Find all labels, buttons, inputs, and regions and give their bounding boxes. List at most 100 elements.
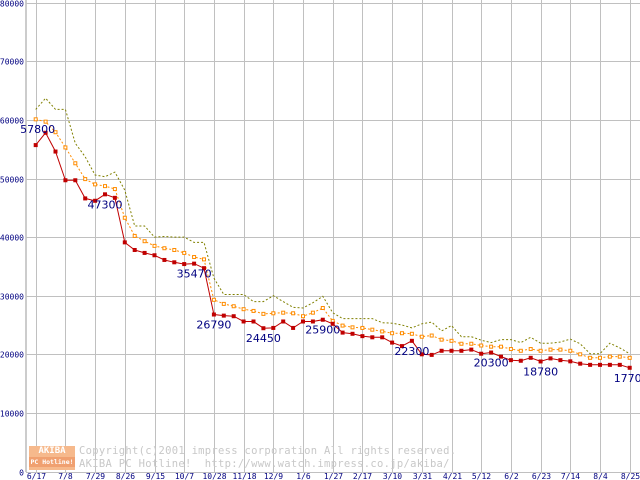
data-point-lowest	[518, 358, 523, 363]
data-point-average	[103, 184, 107, 189]
data-point-lowest	[142, 250, 147, 255]
data-point-lowest	[301, 319, 305, 324]
data-point-lowest	[63, 178, 68, 183]
data-point-lowest	[459, 348, 464, 353]
x-tick-label: 6/23	[532, 472, 551, 480]
data-point-lowest	[370, 335, 375, 340]
data-point-average	[83, 177, 88, 182]
data-point-average	[211, 297, 216, 302]
data-point-lowest	[122, 240, 127, 245]
series-average	[33, 117, 632, 360]
y-tick-label: 70000	[0, 58, 24, 67]
data-point-average	[112, 187, 117, 192]
x-tick-label: 6/17	[27, 472, 46, 480]
data-point-average	[281, 310, 286, 315]
data-point-average	[499, 344, 503, 349]
data-point-average	[251, 308, 256, 313]
data-point-average	[152, 243, 157, 248]
data-point-average	[607, 354, 612, 359]
data-point-average	[43, 119, 48, 124]
logo-bottom: PC Hotline!	[29, 457, 75, 467]
data-point-lowest	[598, 362, 602, 367]
x-tick-label: 1/6	[296, 472, 311, 480]
data-point-lowest	[182, 262, 187, 267]
data-point-average	[370, 327, 375, 332]
data-point-average	[73, 161, 78, 166]
x-tick-label: 3/10	[383, 472, 402, 480]
data-point-lowest	[409, 338, 414, 343]
data-point-lowest	[449, 348, 454, 353]
data-point-average	[459, 341, 464, 346]
data-point-lowest	[508, 358, 513, 363]
data-point-lowest	[578, 361, 583, 366]
data-point-lowest	[429, 352, 434, 357]
data-point-lowest	[419, 352, 424, 357]
data-point-average	[617, 354, 622, 359]
series-line-upper	[35, 97, 630, 355]
data-point-lowest	[112, 195, 117, 200]
x-tick-label: 4/21	[443, 472, 462, 480]
data-point-lowest	[202, 266, 206, 271]
data-point-average	[409, 331, 414, 336]
logo-top: AKIBA	[38, 446, 66, 456]
x-tick-label: 7/29	[86, 472, 105, 480]
data-point-lowest	[558, 358, 563, 363]
data-point-average	[310, 310, 315, 315]
data-point-lowest	[172, 260, 177, 265]
data-point-average	[558, 347, 563, 352]
data-point-lowest	[241, 319, 246, 324]
data-point-average	[33, 117, 38, 122]
data-point-average	[261, 311, 266, 316]
price-annotation: 57800	[20, 123, 55, 136]
data-point-average	[162, 246, 167, 251]
data-point-average	[528, 347, 533, 352]
data-point-lowest	[73, 178, 78, 183]
data-point-average	[469, 341, 474, 346]
data-point-lowest	[617, 362, 622, 367]
data-point-average	[221, 301, 226, 306]
data-point-average	[320, 306, 325, 311]
x-tick-label: 3/31	[413, 472, 432, 480]
price-annotation: 17700	[614, 372, 640, 385]
data-point-average	[63, 145, 68, 150]
data-point-lowest	[538, 359, 543, 364]
data-point-average	[429, 333, 434, 338]
data-point-average	[380, 329, 385, 334]
price-annotation: 18780	[523, 365, 558, 378]
data-point-lowest	[528, 355, 533, 360]
x-tick-label: 5/12	[472, 472, 491, 480]
data-point-lowest	[360, 334, 365, 339]
data-point-lowest	[469, 347, 474, 352]
data-point-average	[390, 331, 395, 336]
price-annotation: 35470	[177, 268, 212, 281]
data-point-lowest	[211, 312, 216, 317]
data-point-average	[350, 325, 355, 330]
x-tick-label: 10/28	[202, 472, 226, 480]
data-point-average	[588, 355, 593, 360]
data-point-average	[578, 352, 583, 357]
data-point-lowest	[400, 344, 404, 349]
data-point-average	[192, 255, 197, 260]
data-point-average	[93, 182, 98, 187]
x-tick-label: 10/7	[175, 472, 194, 480]
data-point-lowest	[390, 340, 395, 345]
copyright-line: Copyright(c)2001 impress corporation All…	[79, 445, 457, 457]
data-point-lowest	[152, 253, 157, 258]
data-point-lowest	[162, 257, 167, 262]
data-point-average	[508, 347, 513, 352]
data-point-lowest	[320, 317, 325, 322]
data-point-average	[400, 331, 404, 336]
y-tick-label: 10000	[0, 410, 24, 419]
data-point-lowest	[607, 362, 612, 367]
data-point-average	[241, 307, 246, 312]
price-annotation: 24450	[246, 332, 281, 345]
data-point-lowest	[310, 319, 315, 324]
data-point-lowest	[588, 362, 593, 367]
data-point-lowest	[330, 321, 335, 326]
data-point-average	[182, 250, 187, 255]
x-tick-label: 2/17	[353, 472, 372, 480]
data-point-average	[518, 348, 523, 353]
data-point-lowest	[271, 325, 276, 330]
data-point-average	[568, 348, 573, 353]
data-point-average	[548, 347, 553, 352]
